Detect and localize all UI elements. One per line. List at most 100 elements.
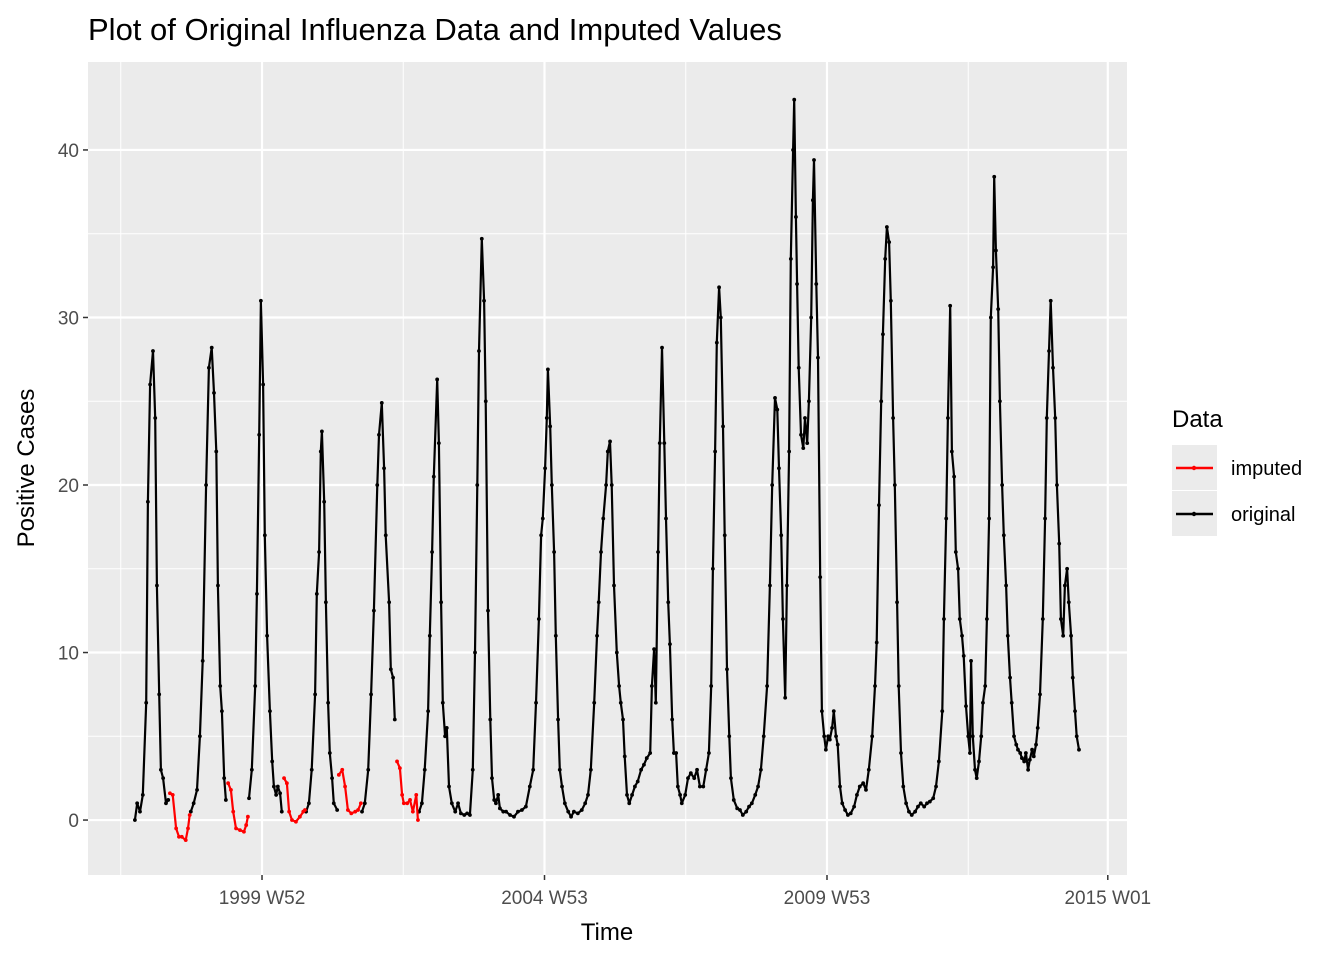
original-point (566, 809, 571, 814)
original-point (777, 466, 781, 471)
original-point (881, 332, 885, 337)
original-point (675, 784, 680, 789)
original-point (922, 804, 927, 809)
original-point (713, 449, 718, 454)
original-point (444, 726, 449, 730)
original-point (553, 633, 558, 638)
original-point (679, 801, 684, 806)
original-point (275, 784, 280, 789)
original-point (571, 809, 576, 814)
original-point (588, 767, 593, 772)
original-point (773, 395, 777, 400)
original-point (649, 684, 654, 688)
original-point (534, 700, 538, 705)
original-point (710, 566, 715, 571)
original-point (151, 349, 155, 353)
imputed-point (345, 808, 350, 812)
original-point (265, 633, 269, 638)
original-point (258, 298, 263, 303)
original-point (934, 784, 938, 789)
original-point (1074, 734, 1079, 739)
original-point (709, 684, 714, 688)
original-point (747, 804, 751, 809)
imputed-point (186, 826, 190, 831)
original-point (157, 692, 162, 697)
original-point (899, 751, 903, 755)
original-point (492, 798, 497, 802)
original-point (144, 700, 149, 705)
y-axis-title: Positive Cases (13, 389, 40, 548)
original-line (418, 98, 1081, 818)
original-point (809, 315, 814, 320)
original-point (704, 767, 708, 772)
original-point (714, 340, 719, 345)
original-point (140, 793, 145, 797)
original-point (271, 784, 276, 789)
original-point (527, 784, 532, 789)
original-point (222, 776, 227, 781)
original-point (153, 416, 158, 420)
original-point (601, 516, 606, 521)
original-point (531, 767, 536, 772)
original-point (617, 684, 621, 688)
original-point (916, 804, 920, 809)
original-point (490, 776, 494, 781)
original-point (458, 811, 463, 816)
imputed-point (401, 801, 406, 806)
original-point (556, 717, 560, 722)
original-point (422, 767, 427, 772)
original-point (387, 600, 392, 605)
original-point (383, 533, 388, 538)
original-point (470, 767, 475, 772)
original-point (866, 767, 871, 772)
original-point (1053, 416, 1058, 420)
series-original (132, 97, 1081, 822)
original-point (861, 781, 866, 786)
original-point (191, 801, 196, 806)
original-point (382, 466, 386, 471)
original-point (994, 248, 998, 253)
original-point (473, 650, 477, 655)
original-point (1077, 747, 1081, 752)
original-point (974, 776, 979, 781)
original-point (657, 441, 662, 446)
legend-label-imputed: imputed (1231, 458, 1302, 480)
original-point (621, 717, 625, 722)
original-point (1066, 600, 1071, 605)
original-point (652, 647, 657, 652)
original-point (218, 684, 223, 688)
original-point (970, 734, 975, 739)
original-point (807, 399, 811, 404)
x-axis-ticks: 1999 W52 2004 W53 2009 W53 2015 W01 (219, 875, 1151, 909)
original-point (197, 734, 202, 739)
original-point (722, 533, 727, 538)
original-point (1034, 742, 1038, 747)
original-point (1012, 734, 1016, 739)
original-point (944, 516, 949, 521)
original-point (560, 784, 564, 789)
imputed-point (242, 829, 246, 834)
original-point (557, 767, 562, 772)
imputed-point (170, 793, 175, 797)
original-point (138, 809, 142, 814)
imputed-point (303, 808, 307, 812)
original-point (362, 801, 367, 806)
imputed-point (234, 826, 238, 831)
original-point (1051, 365, 1055, 370)
original-point (770, 483, 775, 487)
original-point (1044, 416, 1049, 420)
original-point (991, 265, 995, 270)
x-tick-label: 2009 W53 (784, 888, 871, 909)
original-point (449, 801, 454, 806)
original-point (586, 793, 590, 797)
original-point (753, 793, 758, 797)
original-point (791, 148, 795, 152)
original-point (501, 809, 506, 814)
original-point (512, 814, 516, 819)
imputed-point (414, 793, 419, 797)
imputed-point (356, 808, 360, 812)
y-tick-label: 0 (68, 811, 79, 832)
original-point (612, 583, 616, 588)
original-point (212, 390, 216, 395)
